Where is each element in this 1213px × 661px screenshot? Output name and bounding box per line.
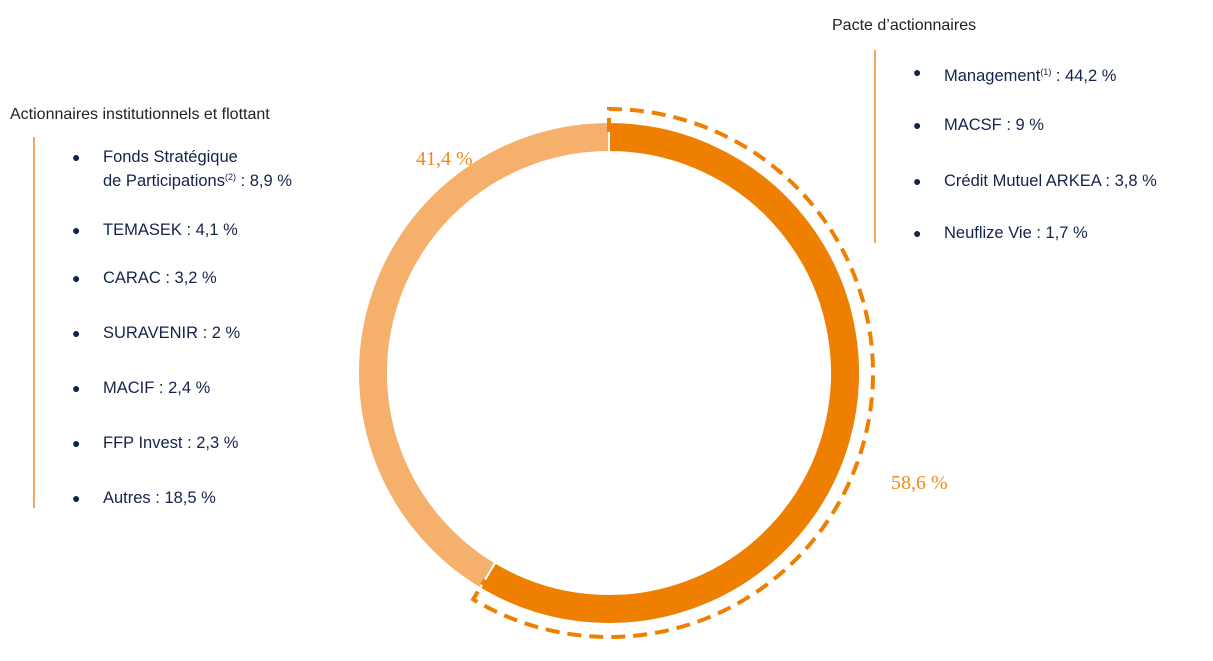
bullet-icon: ● — [913, 173, 922, 189]
holder-value: : 44,2 % — [1051, 67, 1117, 85]
list-item: ● MACIF : 2,4 % — [72, 378, 211, 398]
footnote-mark: (1) — [1040, 67, 1052, 77]
holder-name: FFP Invest — [103, 434, 183, 452]
holder-name-line1: Fonds Stratégique — [103, 148, 238, 166]
holder-value: : 2,4 % — [154, 379, 211, 397]
slice-label-1: 58,6 % — [891, 472, 948, 494]
holder-name: de Participations — [103, 172, 225, 190]
bullet-icon: ● — [72, 490, 81, 506]
bullet-icon: ● — [72, 435, 81, 451]
list-item: ● Fonds Stratégique de Participations(2)… — [72, 147, 292, 191]
bullet-icon: ● — [72, 380, 81, 396]
bullet-icon: ● — [72, 149, 81, 165]
bullet-icon: ● — [72, 270, 81, 286]
list-item: ● CARAC : 3,2 % — [72, 268, 217, 288]
right-group-title: Pacte d’actionnaires — [832, 17, 977, 34]
holder-name: CARAC — [103, 269, 161, 287]
holder-value: : 1,7 % — [1031, 224, 1088, 242]
holder-value: : 18,5 % — [150, 489, 216, 507]
holder-value: : 3,2 % — [160, 269, 217, 287]
bullet-icon: ● — [913, 225, 922, 241]
bullet-icon: ● — [913, 117, 922, 133]
donut-slice-1 — [478, 120, 861, 625]
holder-name: TEMASEK — [103, 221, 182, 239]
holder-value: : 2,3 % — [182, 434, 239, 452]
footnote-mark: (2) — [225, 172, 236, 182]
holder-value: : 4,1 % — [181, 221, 238, 239]
holder-name: Neuflize Vie — [944, 224, 1032, 242]
holder-name: Crédit Mutuel ARKEA — [944, 172, 1101, 190]
holder-name: SURAVENIR — [103, 324, 199, 342]
holder-value: : 9 % — [1001, 116, 1044, 134]
bullet-icon: ● — [72, 325, 81, 341]
list-item: ● FFP Invest : 2,3 % — [72, 433, 239, 453]
left-group-divider — [33, 137, 35, 508]
slice-label-2: 41,4 % — [416, 148, 473, 170]
holder-value: : 8,9 % — [236, 172, 292, 190]
bullet-icon: ● — [913, 64, 922, 80]
holder-name: Management — [944, 67, 1041, 85]
holder-value: : 3,8 % — [1100, 172, 1157, 190]
holder-value: : 2 % — [198, 324, 241, 342]
list-item: ● Autres : 18,5 % — [72, 488, 216, 508]
left-group-title: Actionnaires institutionnels et flottant — [10, 106, 270, 123]
list-item: ● Crédit Mutuel ARKEA : 3,8 % — [913, 171, 1157, 191]
list-item: ● MACSF : 9 % — [913, 115, 1044, 135]
list-item: ● Management(1) : 44,2 % — [913, 62, 1117, 86]
holder-name: MACIF — [103, 379, 155, 397]
list-item: ● SURAVENIR : 2 % — [72, 323, 241, 343]
holder-name: Autres — [103, 489, 151, 507]
list-item: ● TEMASEK : 4,1 % — [72, 220, 238, 240]
right-group-divider — [874, 50, 876, 243]
holder-name: MACSF — [944, 116, 1002, 134]
bullet-icon: ● — [72, 222, 81, 238]
list-item: ● Neuflize Vie : 1,7 % — [913, 223, 1088, 243]
donut-slice-2 — [357, 120, 610, 590]
dashed-bracket — [470, 106, 875, 639]
